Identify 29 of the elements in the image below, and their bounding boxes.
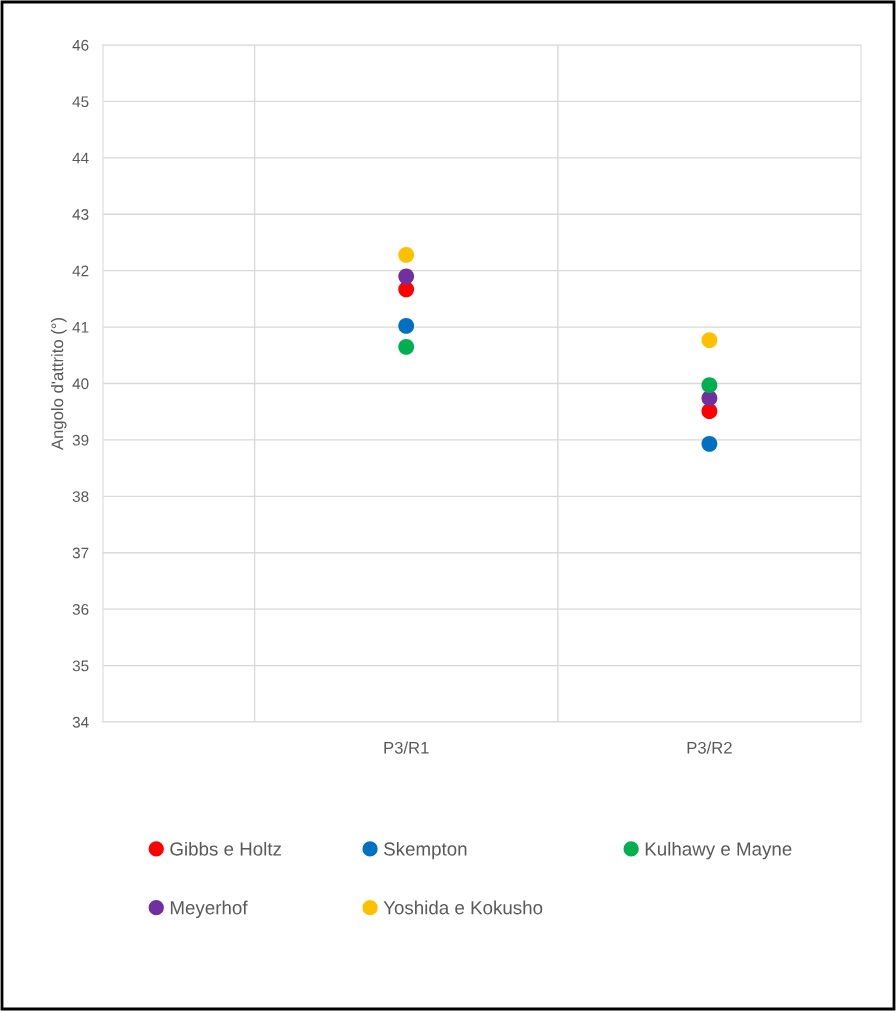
point: [398, 246, 415, 263]
y-tick-label: 34: [72, 716, 89, 728]
y-axis-title: Angolo d'attrito (°): [51, 318, 67, 450]
x-tick-label: P3/R2: [687, 741, 732, 754]
legend-label: Skempton: [384, 841, 467, 860]
point: [398, 268, 415, 285]
y-tick-label: 38: [72, 491, 89, 503]
y-tick-label: 40: [72, 378, 89, 390]
point: [701, 332, 718, 348]
y-tick-label: 45: [72, 96, 89, 108]
y-tick-label: 36: [72, 604, 89, 615]
y-tick-label: 35: [72, 660, 89, 672]
y-tick-label: 42: [72, 265, 89, 277]
y-tick-label: 43: [72, 209, 89, 220]
y-tick-label: 37: [72, 547, 89, 559]
x-tick-label: P3/R1: [384, 741, 429, 754]
point: [398, 318, 415, 334]
legend-label: Gibbs e Holtz: [170, 841, 281, 856]
point: [701, 435, 718, 452]
point: [398, 281, 415, 298]
point: [398, 338, 415, 355]
legend-label: Yoshida e Kokusho: [383, 900, 543, 915]
point: [701, 377, 718, 394]
y-tick-label: 41: [72, 322, 89, 333]
y-tick-label: 39: [72, 434, 89, 446]
y-tick-label: 46: [72, 39, 89, 51]
y-tick-label: 44: [72, 152, 89, 164]
legend-label: Meyerhof: [170, 900, 248, 919]
legend-label: Kulhawy e Mayne: [645, 841, 792, 860]
